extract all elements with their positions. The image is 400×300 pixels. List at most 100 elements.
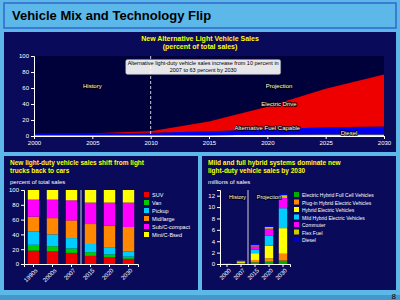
chart-title-line: New light-duty vehicle sales shift from … xyxy=(10,159,145,167)
annotation-line: Projection xyxy=(266,83,293,89)
legend-swatch xyxy=(294,237,299,242)
tick-mark xyxy=(31,104,34,105)
tick-label: 20 xyxy=(12,247,19,253)
annotation: Diesel xyxy=(341,130,358,136)
bar xyxy=(265,262,273,264)
annotation: History xyxy=(229,194,246,200)
bar xyxy=(251,260,259,262)
y-axis: 024681012 xyxy=(208,191,220,268)
panel xyxy=(202,156,396,290)
axis-line xyxy=(25,265,139,268)
bar xyxy=(47,190,58,200)
chart-title-line: Mild and full hybrid systems dominate ne… xyxy=(208,159,341,167)
legend-swatch xyxy=(294,215,299,220)
tick: 2007 xyxy=(232,264,246,281)
panel xyxy=(4,32,396,152)
tick-label: 2007 xyxy=(232,267,246,281)
tick-mark xyxy=(21,190,24,191)
bar xyxy=(47,234,58,246)
bar xyxy=(66,220,77,238)
tick-label: 2000 xyxy=(218,267,232,281)
tick-label: 2020 xyxy=(101,267,115,281)
legend-swatch xyxy=(144,200,149,205)
legend-entry: Hybrid Electric Vehicles xyxy=(302,207,355,213)
tick-label: 2020 xyxy=(260,267,274,281)
bar xyxy=(85,252,96,256)
bar xyxy=(223,263,231,264)
tick: 2005 xyxy=(86,136,100,146)
bar xyxy=(223,263,231,264)
tick-label: 60 xyxy=(12,217,19,223)
tick: 100 xyxy=(9,187,24,193)
x-axis: 1990s2000s2007201520202030 xyxy=(23,264,139,283)
legend-entry: Pickup xyxy=(152,208,169,214)
chart-title: New Alternative Light Vehicle Sales(perc… xyxy=(141,35,259,51)
bar xyxy=(223,263,231,264)
area xyxy=(34,74,384,133)
bar xyxy=(237,262,245,263)
bar xyxy=(265,258,273,261)
tick: 2000 xyxy=(218,264,232,281)
axis-title: percent of total sales xyxy=(10,179,65,185)
annotation: Electric Drive xyxy=(261,101,297,107)
bar xyxy=(223,263,231,264)
annotation: History xyxy=(83,83,102,89)
tick: 12 xyxy=(208,193,220,199)
bar xyxy=(237,259,245,260)
annotation-line: Electric Drive xyxy=(261,101,297,107)
bar xyxy=(279,261,287,264)
tick-mark xyxy=(384,136,385,139)
annotation-line: History xyxy=(229,194,246,200)
bar xyxy=(104,254,115,257)
tick: 2015 xyxy=(82,264,96,281)
bar xyxy=(237,263,245,264)
chart-title-line: trucks back to cars xyxy=(10,167,70,174)
tick-label: 6 xyxy=(212,227,216,233)
tick-label: 2025 xyxy=(319,140,333,146)
legend-entry: Mid/large xyxy=(152,216,175,222)
bar xyxy=(47,218,58,234)
tick: 2010 xyxy=(144,136,158,146)
tick-mark xyxy=(31,120,34,121)
tick-label: 2030 xyxy=(120,267,134,281)
plot-area xyxy=(34,56,384,136)
bar xyxy=(123,257,134,259)
tick-label: 2005 xyxy=(86,140,100,146)
chart-title-line: (percent of total sales) xyxy=(163,43,238,51)
tick-mark xyxy=(255,264,256,267)
legend: SUVVanPickupMid/largeSub/C-compactMini/C… xyxy=(144,192,190,238)
tick: 0 xyxy=(26,133,34,139)
chart-title: Mild and full hybrid systems dominate ne… xyxy=(208,159,341,175)
tick: 8 xyxy=(212,216,220,222)
tick-mark xyxy=(31,72,34,73)
bar xyxy=(279,208,287,228)
tick-label: 40 xyxy=(22,101,29,107)
tick: 6 xyxy=(212,227,220,233)
tick: 2020 xyxy=(261,136,275,146)
page-title: Vehicle Mix and Technology Flip xyxy=(12,8,211,23)
bar xyxy=(66,248,77,252)
tick-label: 2000s xyxy=(42,267,58,283)
tick: 2015 xyxy=(203,136,217,146)
axis-line xyxy=(221,265,291,268)
annotation-line: Projection xyxy=(257,194,281,200)
tick-mark xyxy=(267,136,268,139)
tick-mark xyxy=(21,234,24,235)
x-axis: 2000200520102015202020252030 xyxy=(28,136,392,146)
tick: 2025 xyxy=(319,136,333,146)
tick-label: 2010 xyxy=(144,140,158,146)
bar xyxy=(123,259,134,264)
bar xyxy=(279,254,287,261)
annotation-line: Alternative light-duty vehicle sales inc… xyxy=(128,60,279,66)
legend-entry: Van xyxy=(152,200,161,206)
tick: 2015 xyxy=(246,264,260,281)
bar xyxy=(66,238,77,248)
bar xyxy=(223,263,231,264)
bar xyxy=(279,228,287,254)
tick-mark xyxy=(52,264,53,267)
y-axis: 020406080100 xyxy=(9,187,25,267)
annotation-line: History xyxy=(83,83,102,89)
tick: 2 xyxy=(212,250,220,256)
bar xyxy=(66,253,77,264)
bar xyxy=(85,190,96,203)
